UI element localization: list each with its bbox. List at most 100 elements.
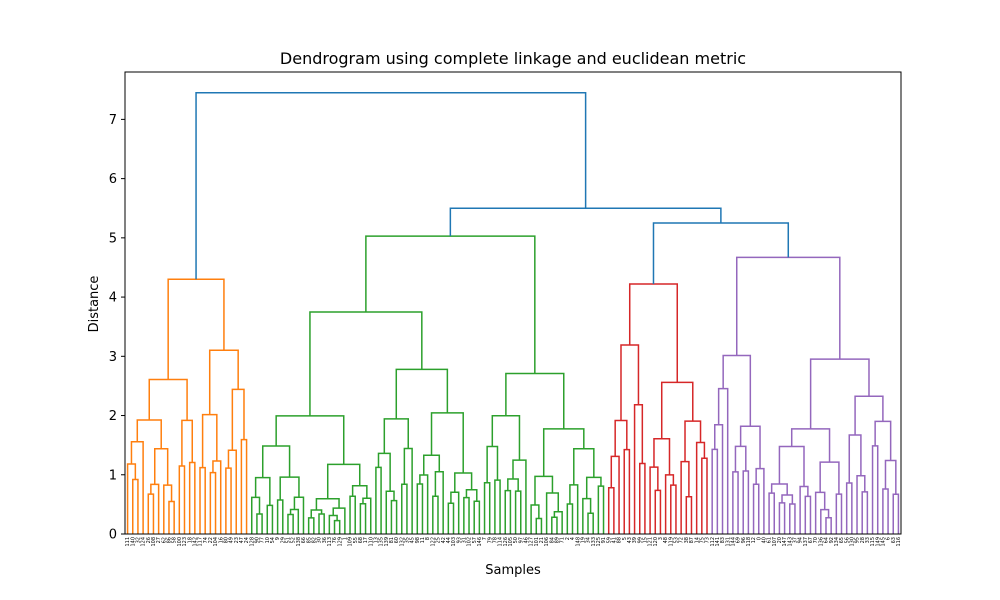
leaf-label: 36 <box>322 537 328 543</box>
dendrogram-links <box>126 91 900 534</box>
dendrogram-link <box>227 449 237 534</box>
leaf-label: 120 <box>653 537 659 547</box>
leaf-label: 115 <box>870 537 876 547</box>
leaf-label: 6 <box>886 537 892 540</box>
dendrogram-link <box>287 513 294 534</box>
y-axis-label: Distance <box>87 276 102 333</box>
dendrogram-link <box>587 512 594 534</box>
dendrogram-link <box>825 516 832 534</box>
y-tick-label: 6 <box>109 172 117 187</box>
leaf-label: 131 <box>725 537 731 547</box>
dendrogram-link <box>742 470 750 534</box>
dendrogram-link <box>768 492 776 534</box>
leaf-label: 7 <box>482 537 488 540</box>
dendrogram-link <box>377 452 391 492</box>
leaf-label: 106 <box>544 537 550 547</box>
dendrogram-link <box>871 445 879 534</box>
leaf-label: 52 <box>291 537 297 543</box>
dendrogram-link <box>483 481 491 534</box>
dendrogram-link <box>778 445 805 487</box>
dendrogram-link <box>628 283 679 383</box>
leaf-label: 72 <box>679 537 685 543</box>
leaf-label: 3 <box>658 537 664 540</box>
leaf-label: 86 <box>167 537 173 543</box>
leaf-label: 85 <box>306 537 312 543</box>
leaf-label: 141 <box>715 537 721 547</box>
leaf-label: 84 <box>549 537 555 543</box>
leaf-label: 18 <box>187 537 193 543</box>
leaf-label: 63 <box>891 537 897 543</box>
dendrogram-link <box>569 484 579 534</box>
dendrogram-link <box>473 500 481 534</box>
leaf-label: 37 <box>793 537 799 543</box>
leaf-label: 61 <box>767 537 773 543</box>
leaf-label: 88 <box>617 537 623 543</box>
dendrogram-link <box>201 413 218 468</box>
leaf-label: 15 <box>643 537 649 543</box>
dendrogram-link <box>328 514 338 534</box>
leaf-label: 48 <box>663 537 669 543</box>
dendrogram-link <box>884 459 897 495</box>
dendrogram-link <box>752 483 760 534</box>
dendrogram-link <box>403 447 413 534</box>
leaf-label: 147 <box>782 537 788 547</box>
dendrogram-link <box>739 425 761 469</box>
leaf-label: 92 <box>829 537 835 543</box>
dendrogram-link <box>649 466 659 534</box>
dendrogram-link <box>845 482 853 534</box>
y-tick-label: 1 <box>109 468 117 483</box>
leaf-label: 16 <box>218 537 224 543</box>
dendrogram-link <box>491 414 521 461</box>
leaf-label: 49 <box>229 537 235 543</box>
leaf-label: 82 <box>311 537 317 543</box>
dendrogram-link <box>789 503 796 534</box>
leaf-label: 94 <box>798 537 804 543</box>
leaf-label: 29 <box>280 537 286 543</box>
leaf-label: 117 <box>198 537 204 547</box>
leaf-label: 58 <box>172 537 178 543</box>
dendrogram-link <box>835 493 843 534</box>
dendrogram-link <box>318 513 325 534</box>
leaf-label: 64 <box>824 537 830 543</box>
dendrogram-link <box>714 424 724 534</box>
leaf-label: 77 <box>260 537 266 543</box>
dendrogram-link <box>167 278 225 380</box>
dendrogram-link <box>254 476 271 506</box>
dendrogram-link <box>722 354 752 427</box>
dendrogram-link <box>333 519 341 534</box>
dendrogram-link <box>188 461 196 534</box>
x-axis-label: Samples <box>485 563 541 578</box>
leaf-label: 73 <box>705 537 711 543</box>
leaf-label: 74 <box>203 537 209 543</box>
dendrogram-link <box>505 372 565 429</box>
leaf-label: 148 <box>575 537 581 547</box>
dendrogram-link <box>365 235 536 374</box>
dendrogram-link <box>349 495 356 534</box>
leaf-label: 119 <box>668 537 674 547</box>
dendrogram-link <box>307 517 315 534</box>
leaf-label: 145 <box>880 537 886 547</box>
leaf-label: 28 <box>860 537 866 543</box>
leaf-label: 62 <box>161 537 167 543</box>
dendrogram-link <box>250 496 261 534</box>
leaf-label: 17 <box>363 537 369 543</box>
leaf-label: 0 <box>756 537 762 540</box>
dendrogram-link <box>653 438 671 475</box>
leaf-label: 4 <box>570 537 576 540</box>
leaf-label: 69 <box>736 537 742 543</box>
leaf-labels: 111 140 32 124 26 108 27 62 86 58 100 123 18 142 117 74… <box>125 537 902 547</box>
leaf-label: 42 <box>441 537 447 543</box>
dendrogram-link <box>778 502 786 534</box>
dendrogram-link <box>695 441 706 534</box>
leaf-label: 56 <box>844 537 850 543</box>
dendrogram-link <box>430 412 464 474</box>
dendrogram-link <box>566 503 574 534</box>
dendrogram-link <box>163 484 173 534</box>
dendrogram-link <box>534 475 554 506</box>
dendrogram-link <box>755 467 765 534</box>
leaf-label: 30 <box>317 537 323 543</box>
dendrogram-link <box>735 256 841 360</box>
dendrogram-link <box>494 479 501 534</box>
leaf-label: 46 <box>524 537 530 543</box>
